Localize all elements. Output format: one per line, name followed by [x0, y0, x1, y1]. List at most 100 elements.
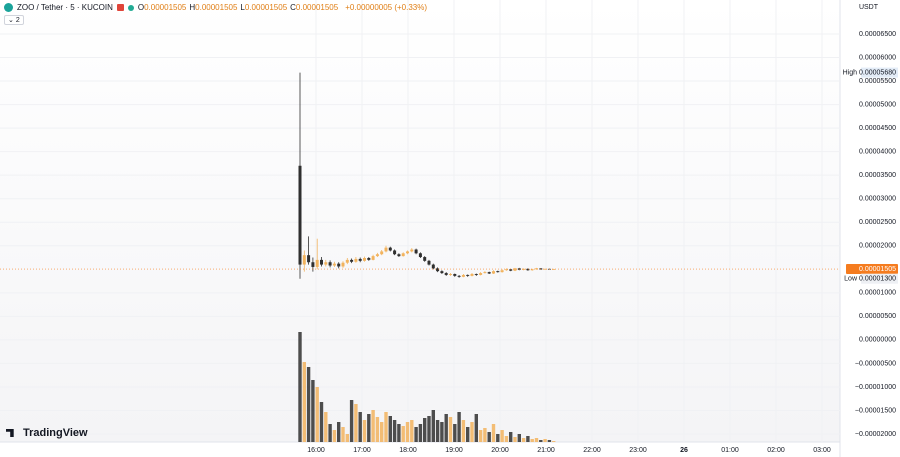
volume-bar: [509, 432, 513, 442]
volume-bar: [324, 412, 328, 442]
volume-bar: [423, 418, 427, 442]
indicator-toggle[interactable]: ⌄ 2: [4, 15, 24, 25]
candle-body: [466, 274, 470, 276]
volume-bar: [457, 412, 461, 442]
volume-bar: [431, 410, 435, 442]
volume-bar: [337, 422, 341, 442]
volume-bar: [534, 438, 539, 442]
candle-body: [345, 259, 349, 263]
exchange-icon: [116, 4, 124, 11]
candle-body: [315, 259, 319, 267]
candle-body: [522, 268, 526, 270]
candle-body: [401, 253, 405, 257]
volume-bar: [517, 434, 521, 442]
candle-body: [354, 258, 358, 262]
candle-body: [444, 273, 448, 275]
volume-bar: [504, 436, 509, 442]
volume-bar: [405, 422, 410, 442]
candle-body: [337, 263, 341, 267]
volume-bar: [547, 440, 552, 442]
volume-bar: [410, 420, 414, 442]
volume-bar: [543, 439, 547, 442]
x-tick-label: 23:00: [629, 447, 647, 454]
candle-body: [406, 251, 409, 254]
high-badge: [861, 67, 898, 78]
candle-body: [453, 274, 457, 276]
volume-bar: [526, 436, 530, 442]
candle-body: [410, 249, 414, 252]
volume-bar: [478, 430, 483, 442]
candle-body: [474, 274, 478, 275]
volume-bar: [552, 441, 556, 442]
x-tick-label: 20:00: [491, 447, 509, 454]
y-tick-label: 0.00003000: [859, 196, 896, 203]
brand-logo: [6, 429, 15, 437]
candle-body: [440, 271, 444, 274]
candle-body: [341, 262, 345, 267]
volume-bar: [298, 332, 302, 442]
y-tick-label: 0.00003500: [859, 172, 896, 179]
volume-bar: [371, 410, 375, 442]
volume-bar: [306, 367, 311, 442]
candle-body: [543, 268, 547, 270]
candle-body: [504, 269, 508, 271]
brand-name: TradingView: [23, 427, 88, 439]
change: +0.00000005 (+0.33%): [345, 3, 428, 12]
y-tick-label: 0.00002000: [859, 243, 896, 250]
volume-bar: [397, 424, 401, 442]
candle-body: [397, 254, 401, 257]
volume-bar: [345, 434, 349, 442]
y-tick-label: 0.00006500: [859, 31, 896, 38]
high-value: 0.00005680: [859, 69, 896, 76]
candle-body: [479, 273, 483, 275]
x-tick-label: 21:00: [537, 447, 555, 454]
candle-body: [526, 268, 530, 271]
y-tick-label: 0.00005000: [859, 101, 896, 108]
symbol[interactable]: ZOO / Tether · 5 · KUCOIN: [17, 3, 113, 12]
volume-bar: [367, 414, 371, 442]
y-tick-label: 0.00004500: [859, 125, 896, 132]
currency[interactable]: USDT: [858, 4, 878, 11]
x-tick-label: 01:00: [721, 447, 739, 454]
x-tick-label: 03:00: [813, 447, 831, 454]
volume-bar: [461, 420, 466, 442]
x-tick-label: 19:00: [445, 447, 463, 454]
volume-bar: [354, 404, 358, 442]
candle-body: [431, 264, 435, 269]
candle-body: [500, 270, 504, 273]
candle-body: [530, 269, 534, 271]
x-tick-label: 22:00: [583, 447, 601, 454]
volume-bar: [483, 428, 487, 442]
candle-body: [320, 259, 323, 265]
volume-bar: [328, 424, 332, 442]
y-tick-label: 0.00001000: [859, 290, 896, 297]
brand[interactable]: TradingView: [6, 427, 88, 439]
candle-body: [302, 255, 306, 265]
ohlc-key: H: [189, 3, 196, 12]
y-tick-label: 0.00004000: [859, 148, 896, 155]
volume-bar: [453, 424, 457, 442]
volume-bar: [414, 427, 418, 442]
indicator-count: 2: [15, 17, 20, 24]
candle-body: [388, 247, 392, 251]
volume-bar: [513, 437, 517, 442]
candle-body: [487, 272, 491, 274]
candle-body: [535, 268, 538, 270]
ohlc-values: O0.00001505 H0.00001505 L0.00001505 C0.0000…: [138, 3, 341, 12]
last-price-badge: [846, 264, 898, 275]
volume-bar: [388, 416, 392, 442]
candle-body: [328, 262, 332, 266]
ohlc-key: L: [240, 3, 245, 12]
volume-bar: [496, 434, 500, 442]
candle-body: [418, 253, 422, 258]
volume-bar: [427, 416, 431, 442]
y-tick-label: 0.00005500: [859, 78, 896, 85]
volume-bar: [521, 438, 526, 442]
x-tick-label: 02:00: [767, 447, 785, 454]
y-tick-label: −0.00001000: [855, 384, 896, 391]
candle-body: [552, 269, 556, 270]
candle-body: [298, 165, 302, 265]
volume-bar: [474, 414, 478, 442]
volume-bar: [466, 427, 470, 442]
candle-body: [436, 268, 440, 272]
